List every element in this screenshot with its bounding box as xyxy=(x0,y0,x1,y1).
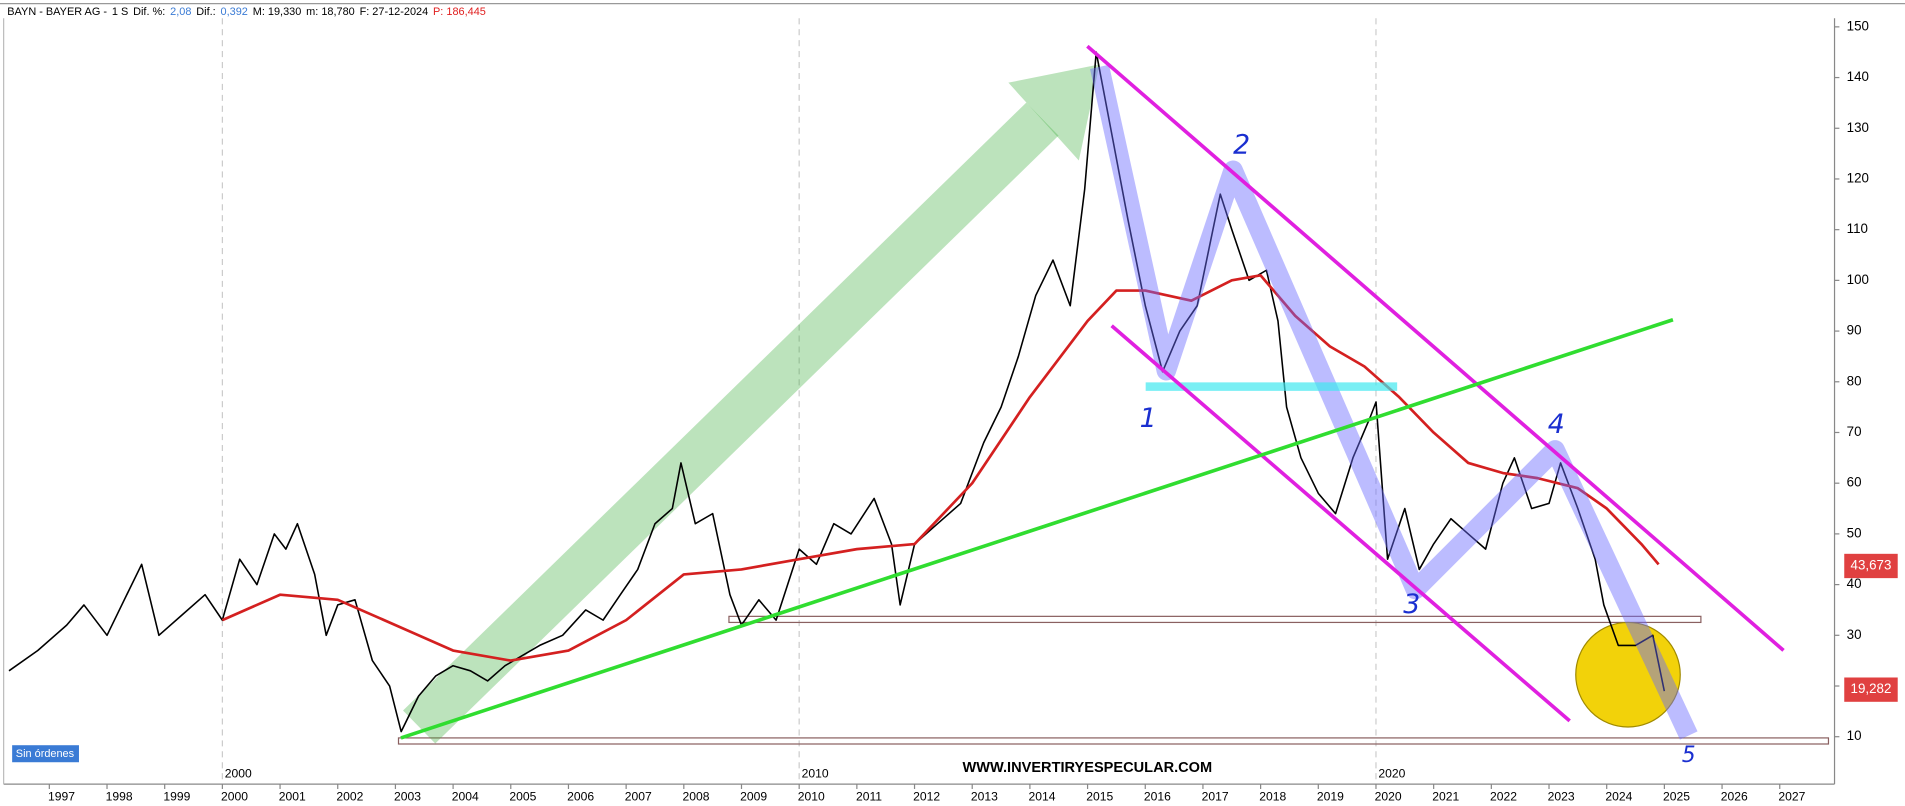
x-tick-label: 2000 xyxy=(221,790,248,804)
x-tick-label: 2025 xyxy=(1663,790,1690,804)
y-tick-label: 140 xyxy=(1847,69,1869,84)
x-tick-label: 2021 xyxy=(1432,790,1459,804)
y-tick-label: 70 xyxy=(1847,424,1862,439)
x-tick-label: 2003 xyxy=(394,790,421,804)
x-tick-label: 1997 xyxy=(48,790,75,804)
x-tick-label: 2001 xyxy=(279,790,306,804)
series-layer xyxy=(8,51,1666,733)
x-tick-label: 2023 xyxy=(1548,790,1575,804)
channel-bottom xyxy=(1110,324,1571,723)
x-tick-label: 2009 xyxy=(740,790,767,804)
x-tick-label: 2024 xyxy=(1605,790,1632,804)
header-item: 0,392 xyxy=(221,6,248,18)
y-tick-label: 110 xyxy=(1847,221,1868,236)
x-tick-label: 2020 xyxy=(1375,790,1402,804)
decade-label: 2010 xyxy=(802,767,829,781)
x-tick-label: 2014 xyxy=(1029,790,1056,804)
wave-label: 2 xyxy=(1233,129,1250,160)
orders-label: Sin órdenes xyxy=(16,748,75,760)
series-line xyxy=(8,51,1666,733)
channel-top xyxy=(1086,44,1785,652)
y-tick-label: 100 xyxy=(1847,272,1869,287)
x-tick-label: 2011 xyxy=(856,790,882,804)
y-tick-label: 50 xyxy=(1847,525,1862,540)
trend-arrow xyxy=(403,102,1059,744)
header-item: BAYN - BAYER AG - xyxy=(7,6,107,18)
wave-path xyxy=(1090,64,1698,740)
header: BAYN - BAYER AG - 1 S Dif. %: 2,08 Dif.: 0,39… xyxy=(7,6,486,18)
x-tick-label: 2013 xyxy=(971,790,998,804)
header-item: Dif.: xyxy=(196,6,215,18)
price-tag-label: 43,673 xyxy=(1851,558,1892,573)
header-item: P: 186,445 xyxy=(433,6,486,18)
y-tick-label: 120 xyxy=(1847,170,1869,185)
wave-label: 5 xyxy=(1682,743,1696,768)
header-item: 1 S xyxy=(112,6,128,18)
wave-label: 4 xyxy=(1548,409,1565,440)
x-tick-label: 2006 xyxy=(567,790,594,804)
wave-label: 3 xyxy=(1403,589,1420,620)
x-tick-label: 2019 xyxy=(1317,790,1344,804)
x-tick-label: 2017 xyxy=(1202,790,1229,804)
y-tick-label: 60 xyxy=(1847,475,1862,490)
series-line xyxy=(221,274,1660,662)
decade-label: 2000 xyxy=(225,767,252,781)
header-item: m: 18,780 xyxy=(306,6,355,18)
x-tick-label: 2010 xyxy=(798,790,825,804)
x-tick-label: 2026 xyxy=(1721,790,1748,804)
x-tick-label: 1998 xyxy=(106,790,133,804)
x-tick-label: 2018 xyxy=(1259,790,1286,804)
price-tag-label: 19,282 xyxy=(1851,681,1892,696)
support-box xyxy=(728,615,1702,624)
price-tag xyxy=(1844,677,1898,702)
trend-arrow-head xyxy=(1008,64,1100,161)
x-tick-label: 2005 xyxy=(509,790,536,804)
y-tick-label: 40 xyxy=(1847,576,1862,591)
wave-label: 1 xyxy=(1140,403,1157,434)
support-box xyxy=(397,737,1830,745)
watermark: WWW.INVERTIRYESPECULAR.COM xyxy=(963,760,1213,776)
decade-label: 2020 xyxy=(1378,767,1405,781)
y-tick-label: 130 xyxy=(1847,120,1869,135)
y-tick-label: 150 xyxy=(1847,18,1869,33)
x-tick-label: 2027 xyxy=(1778,790,1805,804)
y-tick-label: 90 xyxy=(1847,323,1862,338)
support-trendline xyxy=(400,317,1674,740)
x-tick-label: 2002 xyxy=(336,790,363,804)
x-tick-label: 2008 xyxy=(682,790,709,804)
x-tick-label: 2012 xyxy=(913,790,940,804)
annotations-back xyxy=(397,64,1830,745)
header-item: F: 27-12-2024 xyxy=(360,6,429,18)
annotations-front: 1 2 3 4 5 Sin órdenes WWW.INVERTIRYESPEC… xyxy=(12,44,1785,776)
x-tick-label: 2016 xyxy=(1144,790,1171,804)
x-tick-label: 2004 xyxy=(452,790,479,804)
x-tick-label: 2022 xyxy=(1490,790,1517,804)
y-tick-label: 80 xyxy=(1847,373,1862,388)
price-tag xyxy=(1844,553,1898,579)
x-tick-label: 2007 xyxy=(625,790,652,804)
y-tick-label: 10 xyxy=(1847,728,1862,743)
header-item: M: 19,330 xyxy=(253,6,302,18)
header-item: Dif. %: xyxy=(133,6,165,18)
header-item: 2,08 xyxy=(170,6,191,18)
x-tick-label: 2015 xyxy=(1086,790,1113,804)
y-tick-label: 30 xyxy=(1847,627,1862,642)
orders-box xyxy=(12,745,79,763)
x-tick-label: 1999 xyxy=(163,790,190,804)
highlight-circle xyxy=(1575,621,1681,728)
